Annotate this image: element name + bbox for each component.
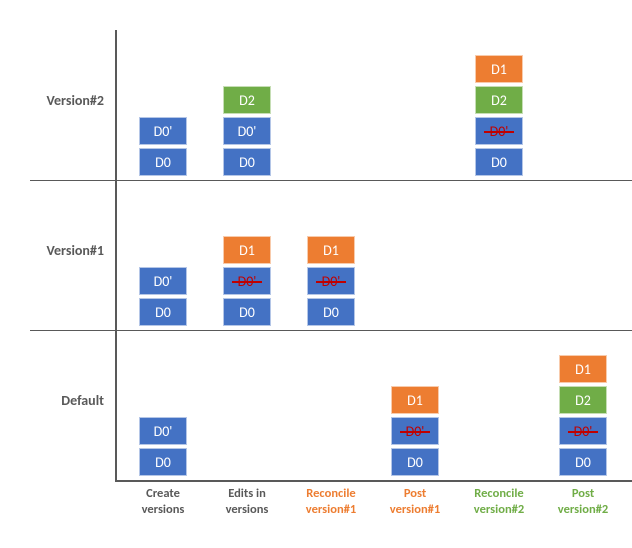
block: D0 — [391, 448, 439, 476]
block: D0' — [223, 267, 271, 295]
x-label-post2: Postversion#2 — [541, 486, 625, 517]
x-label-line1: Post — [541, 486, 625, 502]
stack-v1-rec1: D1 D0' D0 — [303, 233, 359, 528]
strike-icon — [316, 281, 346, 283]
block: D0' — [139, 117, 187, 145]
block: D1 — [391, 386, 439, 414]
x-label-line1: Edits in — [205, 486, 289, 502]
y-axis — [115, 30, 117, 480]
strike-icon — [568, 431, 598, 433]
x-label-line2: version#2 — [457, 502, 541, 518]
x-label-line2: version#1 — [289, 502, 373, 518]
block: D2 — [475, 86, 523, 114]
strike-icon — [484, 131, 514, 133]
x-label-line1: Create — [121, 486, 205, 502]
x-label-edits: Edits inversions — [205, 486, 289, 517]
x-label-rec1: Reconcileversion#1 — [289, 486, 373, 517]
block: D1 — [475, 55, 523, 83]
x-label-line1: Reconcile — [457, 486, 541, 502]
block: D0' — [559, 417, 607, 445]
block: D1 — [223, 236, 271, 264]
x-label-create: Createversions — [121, 486, 205, 517]
row-divider-1 — [30, 180, 632, 181]
block: D0 — [559, 448, 607, 476]
row-label-v2: Version#2 — [20, 92, 110, 109]
block: D0' — [307, 267, 355, 295]
version-diagram: Version#2 Version#1 Default D0' D0 D2 D0' D0… — [20, 20, 632, 528]
x-label-line2: version#2 — [541, 502, 625, 518]
strike-icon — [400, 431, 430, 433]
block: D2 — [223, 86, 271, 114]
block: D1 — [307, 236, 355, 264]
x-label-line1: Post — [373, 486, 457, 502]
x-label-line2: versions — [205, 502, 289, 518]
row-label-v1: Version#1 — [20, 242, 110, 259]
stack-v1-edits: D1 D0' D0 — [219, 233, 275, 528]
block: D0 — [307, 298, 355, 326]
strike-icon — [232, 281, 262, 283]
x-label-rec2: Reconcileversion#2 — [457, 486, 541, 517]
block: D0 — [139, 448, 187, 476]
x-label-line1: Reconcile — [289, 486, 373, 502]
stack-v2-rec2: D1 D2 D0' D0 — [471, 52, 527, 528]
block: D0 — [139, 148, 187, 176]
x-label-line2: versions — [121, 502, 205, 518]
block: D0' — [139, 417, 187, 445]
block: D0' — [475, 117, 523, 145]
block: D0 — [223, 298, 271, 326]
block: D0 — [139, 298, 187, 326]
x-label-line2: version#1 — [373, 502, 457, 518]
block: D0' — [223, 117, 271, 145]
block: D0' — [139, 267, 187, 295]
x-label-post1: Postversion#1 — [373, 486, 457, 517]
row-label-default: Default — [20, 392, 110, 409]
block: D0 — [475, 148, 523, 176]
block: D0 — [223, 148, 271, 176]
block: D2 — [559, 386, 607, 414]
block: D0' — [391, 417, 439, 445]
block: D1 — [559, 355, 607, 383]
